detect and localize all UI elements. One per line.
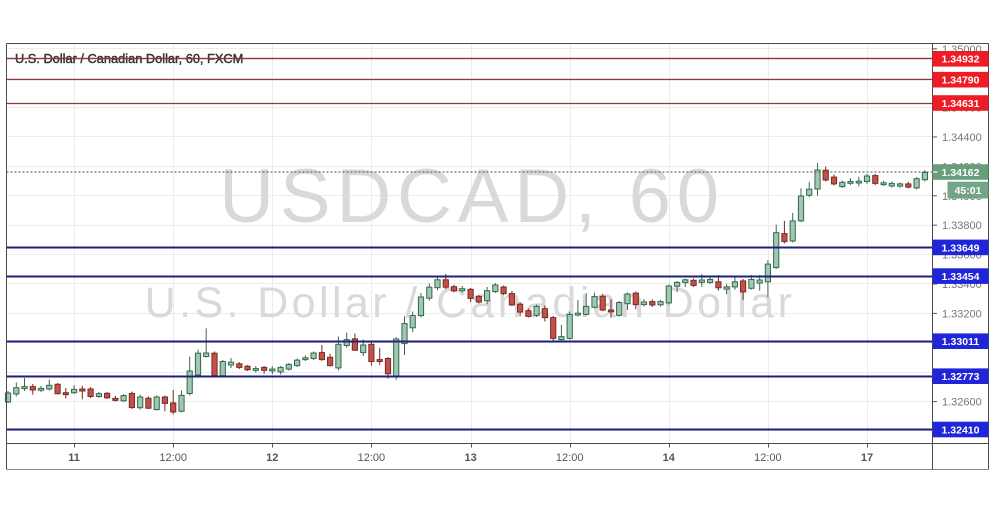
svg-text:45:01: 45:01 <box>955 185 982 197</box>
svg-text:USDCAD, 60: USDCAD, 60 <box>219 154 725 239</box>
svg-text:1.32410: 1.32410 <box>942 424 980 436</box>
svg-text:U.S. Dollar / Canadian Dollar: U.S. Dollar / Canadian Dollar <box>145 279 796 327</box>
svg-text:12:00: 12:00 <box>754 452 782 464</box>
svg-text:17: 17 <box>861 452 873 464</box>
svg-text:1.34162: 1.34162 <box>942 167 980 179</box>
svg-text:1.33200: 1.33200 <box>942 308 982 320</box>
svg-text:1.32600: 1.32600 <box>942 397 982 409</box>
svg-text:1.34932: 1.34932 <box>942 54 980 66</box>
svg-text:14: 14 <box>663 452 676 464</box>
svg-text:13: 13 <box>464 452 476 464</box>
svg-text:12:00: 12:00 <box>358 452 386 464</box>
svg-text:1.34400: 1.34400 <box>942 132 982 144</box>
svg-text:1.34631: 1.34631 <box>942 98 980 110</box>
svg-text:12:00: 12:00 <box>159 452 187 464</box>
svg-text:1.32773: 1.32773 <box>942 371 980 383</box>
svg-text:12:00: 12:00 <box>556 452 584 464</box>
svg-text:1.33454: 1.33454 <box>942 271 980 283</box>
svg-text:11: 11 <box>68 452 80 464</box>
svg-text:1.34790: 1.34790 <box>942 75 980 87</box>
svg-text:1.33800: 1.33800 <box>942 220 982 232</box>
svg-text:12: 12 <box>266 452 278 464</box>
svg-text:1.33011: 1.33011 <box>942 336 980 348</box>
svg-text:1.33649: 1.33649 <box>942 242 980 254</box>
